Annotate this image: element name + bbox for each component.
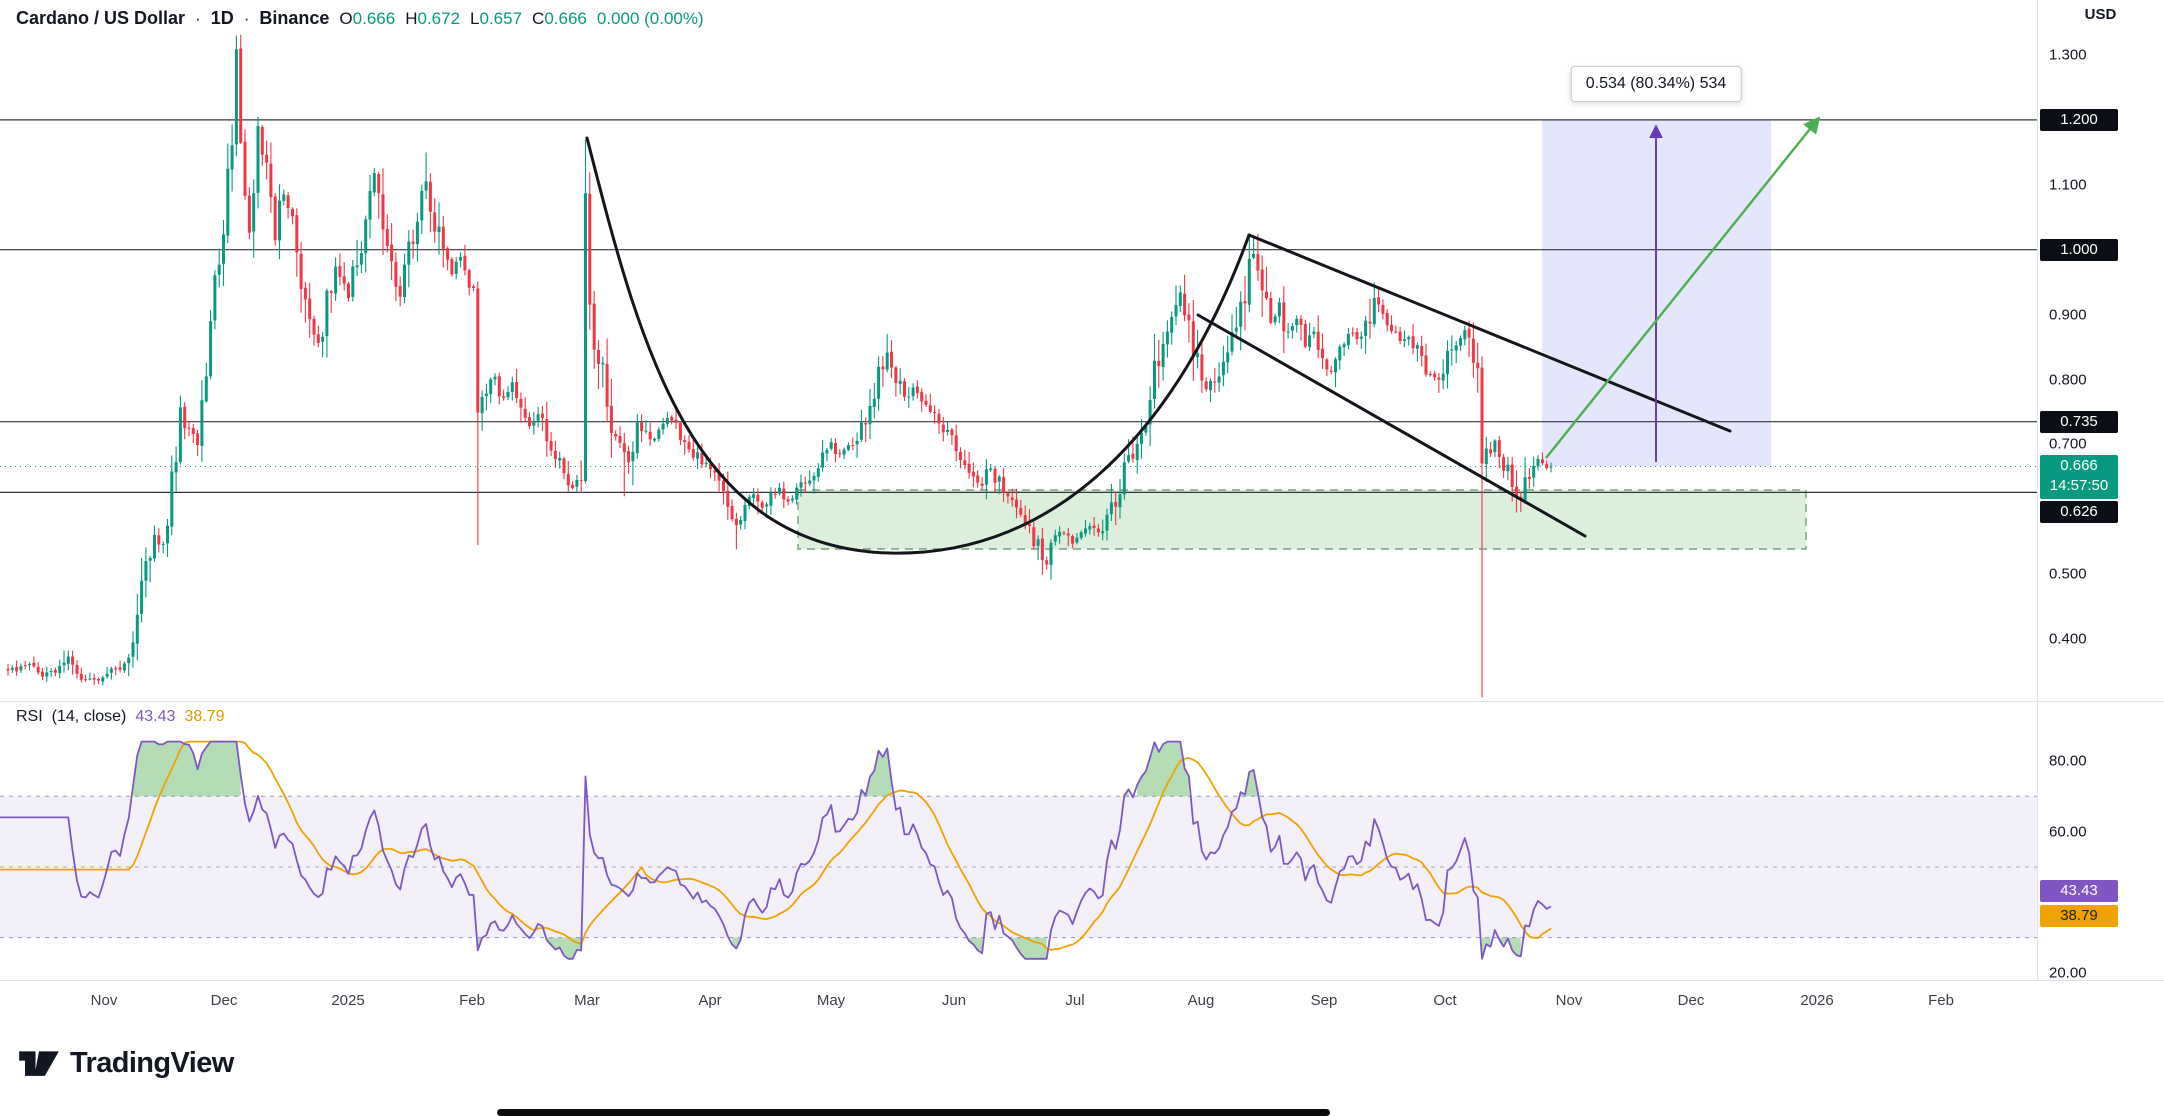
time-axis-label: Aug [1187, 992, 1215, 1009]
level-badge-0626: 0.626 [2040, 501, 2118, 523]
last-price-badge: 0.666 14:57:50 [2040, 455, 2118, 499]
level-badge-0735: 0.735 [2040, 411, 2118, 433]
ohlc-high: H0.672 [405, 9, 461, 28]
symbol-title[interactable]: Cardano / US Dollar [16, 8, 186, 28]
rsi-overbought-fill [1137, 741, 1189, 797]
wedge-lower-line [1196, 313, 1587, 538]
tradingview-wordmark: TradingView [70, 1046, 234, 1079]
currency-label[interactable]: USD [2084, 6, 2117, 23]
time-axis-label: Nov [1555, 992, 1583, 1009]
price-axis-label: 1.300 [2049, 46, 2087, 64]
rsi-params: (14, close) [51, 708, 127, 725]
rsi-pane [0, 740, 2037, 960]
rsi-overbought-fill [1482, 937, 1491, 959]
time-axis-label: Dec [210, 992, 238, 1009]
rsi-value: 43.43 [135, 708, 176, 725]
time-axis-label: Jun [941, 992, 967, 1009]
rsi-overbought-fill [133, 741, 241, 797]
rsi-axis-label: 80.00 [2049, 752, 2087, 770]
rsi-axis-label: 60.00 [2049, 823, 2087, 841]
horizontal-lines[interactable] [0, 119, 2037, 493]
time-axis-label: Dec [1677, 992, 1705, 1009]
rsi-overbought-fill [546, 937, 582, 959]
exchange-label: Binance [259, 8, 330, 28]
trend-drawings[interactable] [0, 116, 2037, 555]
rsi-ma-line [0, 740, 1552, 951]
countdown-timer: 14:57:50 [2049, 477, 2109, 494]
price-range-label[interactable]: 0.534 (80.34%) 534 [1570, 66, 1742, 102]
legend-separator: · [195, 9, 201, 28]
drawing-zones[interactable] [797, 120, 1807, 550]
rsi-legend[interactable]: RSI (14, close) 43.43 38.79 [16, 708, 224, 726]
wedge-upper-line [1247, 233, 1732, 433]
rsi-overbought-fill [1499, 937, 1521, 957]
ohlc-open: O0.666 [339, 9, 396, 28]
rsi-axis-label: 20.00 [2049, 964, 2087, 982]
pane-separators [0, 0, 2164, 981]
rsi-badge: 43.43 [2040, 880, 2118, 902]
rsi-overbought-fill [861, 748, 892, 797]
time-axis-label: Apr [698, 992, 722, 1009]
time-axis-label: 2026 [1800, 992, 1834, 1009]
legend-separator: · [243, 9, 250, 28]
rsi-title[interactable]: RSI [16, 708, 43, 725]
candles-layer [6, 34, 1553, 698]
ohlc-low: L0.657 [470, 9, 523, 28]
last-price-value: 0.666 [2060, 457, 2098, 474]
time-axis-label: Jul [1065, 992, 1085, 1009]
rsi-ma-value: 38.79 [184, 708, 225, 725]
tradingview-logo-icon [19, 1051, 59, 1076]
rsi-overbought-fill [1240, 769, 1258, 797]
time-axis-label: Feb [1928, 992, 1954, 1009]
tradingview-brand[interactable]: TradingView [18, 1044, 234, 1082]
time-axis-label: 2025 [331, 992, 365, 1009]
time-axis-label: Oct [1433, 992, 1457, 1009]
breakout-arrow [1545, 116, 1821, 459]
time-axis-label: Sep [1310, 992, 1338, 1009]
time-axis-label: Feb [459, 992, 485, 1009]
rsi-line [0, 740, 1552, 960]
rsi-overbought-fill [969, 937, 983, 954]
price-axis-label: 1.100 [2049, 176, 2087, 194]
time-axis-label: Nov [90, 992, 118, 1009]
price-axis-label: 0.900 [2049, 306, 2087, 324]
level-badge-1000: 1.000 [2040, 239, 2118, 261]
rsi-ma-badge: 38.79 [2040, 905, 2118, 927]
price-axis-label: 0.800 [2049, 371, 2087, 389]
price-axis-label: 0.500 [2049, 565, 2087, 583]
price-axis-label: 0.700 [2049, 435, 2087, 453]
price-axis-label: 0.400 [2049, 630, 2087, 648]
level-badge-1200: 1.200 [2040, 109, 2118, 131]
interval-label[interactable]: 1D [210, 8, 234, 28]
time-axis-label: May [816, 992, 846, 1009]
rounded-bottom-curve [585, 136, 1251, 555]
support-zone [797, 489, 1807, 550]
change-label: 0.000 (0.00%) [596, 9, 704, 28]
bottom-bar [497, 1109, 1330, 1116]
time-axis-label: Mar [574, 992, 600, 1009]
chart-legend: Cardano / US Dollar · 1D · Binance O0.66… [16, 8, 704, 29]
ohlc-close: C0.666 [532, 9, 587, 28]
